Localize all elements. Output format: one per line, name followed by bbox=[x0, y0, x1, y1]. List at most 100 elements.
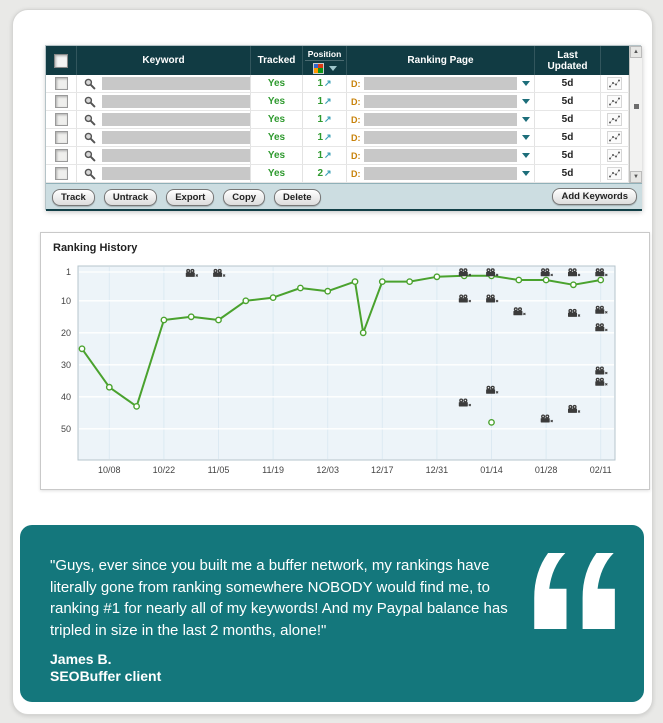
tracked-value: Yes bbox=[267, 96, 286, 107]
tracked-value: Yes bbox=[267, 150, 286, 161]
camera-event-icon bbox=[513, 307, 526, 316]
row-checkbox-cell bbox=[46, 111, 77, 128]
scrollbar-thumb[interactable] bbox=[634, 104, 639, 109]
row-checkbox[interactable] bbox=[54, 95, 68, 108]
row-chart-cell bbox=[601, 111, 629, 128]
header-position[interactable]: Position bbox=[303, 46, 347, 75]
last-updated-value: 5d bbox=[561, 150, 574, 161]
svg-text:12/17: 12/17 bbox=[371, 465, 394, 475]
tracked-cell: Yes bbox=[251, 93, 303, 110]
page-prefix: D: bbox=[351, 132, 361, 143]
position-cell: 1 ↗ bbox=[303, 111, 347, 128]
redacted-keyword bbox=[102, 131, 250, 144]
camera-event-icon bbox=[540, 414, 554, 423]
row-checkbox[interactable] bbox=[54, 77, 68, 90]
position-cell: 1 ↗ bbox=[303, 129, 347, 146]
svg-text:20: 20 bbox=[61, 328, 71, 338]
position-value: 1 bbox=[317, 132, 323, 143]
position-up-arrow: ↗ bbox=[324, 114, 332, 124]
row-checkbox[interactable] bbox=[54, 131, 68, 144]
add-keywords-button[interactable]: Add Keywords bbox=[552, 188, 637, 205]
ranking-page-cell: D: bbox=[347, 111, 535, 128]
header-ranking-page[interactable]: Ranking Page bbox=[347, 46, 535, 75]
chevron-down-icon[interactable] bbox=[522, 171, 530, 176]
camera-event-icon bbox=[458, 294, 472, 303]
sparkline-icon[interactable] bbox=[607, 131, 622, 144]
redacted-page bbox=[363, 167, 517, 180]
tracked-cell: Yes bbox=[251, 111, 303, 128]
track-button[interactable]: Track bbox=[52, 189, 95, 206]
chevron-down-icon[interactable] bbox=[522, 153, 530, 158]
magnifier-icon[interactable] bbox=[84, 132, 96, 144]
google-icon bbox=[312, 62, 324, 74]
position-value: 1 bbox=[317, 150, 323, 161]
keyword-cell bbox=[77, 111, 251, 128]
chevron-down-icon[interactable] bbox=[522, 117, 530, 122]
ranking-page-cell: D: bbox=[347, 75, 535, 92]
chevron-down-icon[interactable] bbox=[328, 65, 337, 71]
magnifier-icon[interactable] bbox=[84, 96, 96, 108]
svg-text:02/11: 02/11 bbox=[590, 465, 612, 475]
redacted-keyword bbox=[102, 113, 250, 126]
position-up-arrow: ↗ bbox=[324, 132, 332, 142]
header-chart-column bbox=[601, 46, 629, 75]
redacted-keyword bbox=[102, 95, 250, 108]
sparkline-icon[interactable] bbox=[607, 95, 622, 108]
position-up-arrow: ↗ bbox=[324, 150, 332, 160]
header-tracked[interactable]: Tracked bbox=[251, 46, 303, 75]
sparkline-icon[interactable] bbox=[607, 113, 622, 126]
header-keyword[interactable]: Keyword bbox=[77, 46, 251, 75]
svg-text:01/28: 01/28 bbox=[535, 465, 558, 475]
export-button[interactable]: Export bbox=[166, 189, 215, 206]
row-checkbox[interactable] bbox=[54, 113, 68, 126]
ranking-history-chart: 1 10 20 30 40 50 10/08 10/22 11/05 11/19 12/03 12/1… bbox=[61, 265, 616, 475]
chevron-down-icon[interactable] bbox=[522, 135, 530, 140]
magnifier-icon[interactable] bbox=[84, 114, 96, 126]
camera-event-icon bbox=[486, 385, 499, 394]
last-updated-value: 5d bbox=[561, 96, 574, 107]
svg-text:10/08: 10/08 bbox=[98, 465, 121, 475]
magnifier-icon[interactable] bbox=[84, 150, 96, 162]
sparkline-icon[interactable] bbox=[607, 149, 622, 162]
camera-event-icon bbox=[568, 404, 581, 413]
row-checkbox-cell bbox=[46, 165, 77, 182]
camera-event-icon bbox=[595, 366, 608, 375]
table-scrollbar[interactable]: ▲ ▼ bbox=[629, 46, 642, 183]
redacted-keyword bbox=[102, 149, 250, 162]
select-all-checkbox[interactable] bbox=[54, 53, 68, 68]
row-checkbox[interactable] bbox=[54, 149, 68, 162]
delete-button[interactable]: Delete bbox=[274, 189, 321, 206]
camera-event-icon bbox=[568, 268, 581, 277]
untrack-button[interactable]: Untrack bbox=[103, 189, 158, 206]
row-chart-cell bbox=[601, 147, 629, 164]
redacted-page bbox=[363, 113, 517, 126]
table-footer-bar bbox=[46, 209, 642, 211]
camera-event-icon bbox=[185, 268, 199, 277]
magnifier-icon[interactable] bbox=[84, 78, 96, 90]
camera-event-icon bbox=[486, 294, 499, 303]
svg-text:12/31: 12/31 bbox=[426, 465, 449, 475]
sparkline-icon[interactable] bbox=[607, 167, 622, 180]
table-row: Yes 1 ↗ D: 5d bbox=[46, 93, 629, 111]
last-updated-value: 5d bbox=[561, 132, 574, 143]
redacted-page bbox=[363, 149, 517, 162]
position-label: Position bbox=[304, 48, 345, 61]
tracked-cell: Yes bbox=[251, 147, 303, 164]
camera-event-icon bbox=[486, 268, 499, 277]
redacted-page bbox=[363, 77, 517, 90]
svg-text:01/14: 01/14 bbox=[480, 465, 503, 475]
row-checkbox[interactable] bbox=[54, 167, 68, 180]
copy-button[interactable]: Copy bbox=[223, 189, 266, 206]
chevron-down-icon[interactable] bbox=[522, 81, 530, 86]
magnifier-icon[interactable] bbox=[84, 168, 96, 180]
scroll-down-icon[interactable]: ▼ bbox=[630, 171, 642, 183]
page-prefix: D: bbox=[351, 168, 361, 179]
footer-buttons: Track Untrack Export Copy Delete bbox=[52, 187, 330, 206]
chevron-down-icon[interactable] bbox=[522, 99, 530, 104]
keyword-table: Keyword Tracked Position Ranking Page La… bbox=[45, 45, 642, 211]
last-updated-cell: 5d bbox=[535, 111, 601, 128]
header-last-updated[interactable]: Last Updated bbox=[535, 46, 601, 75]
sparkline-icon[interactable] bbox=[607, 77, 622, 90]
scroll-up-icon[interactable]: ▲ bbox=[630, 46, 642, 58]
